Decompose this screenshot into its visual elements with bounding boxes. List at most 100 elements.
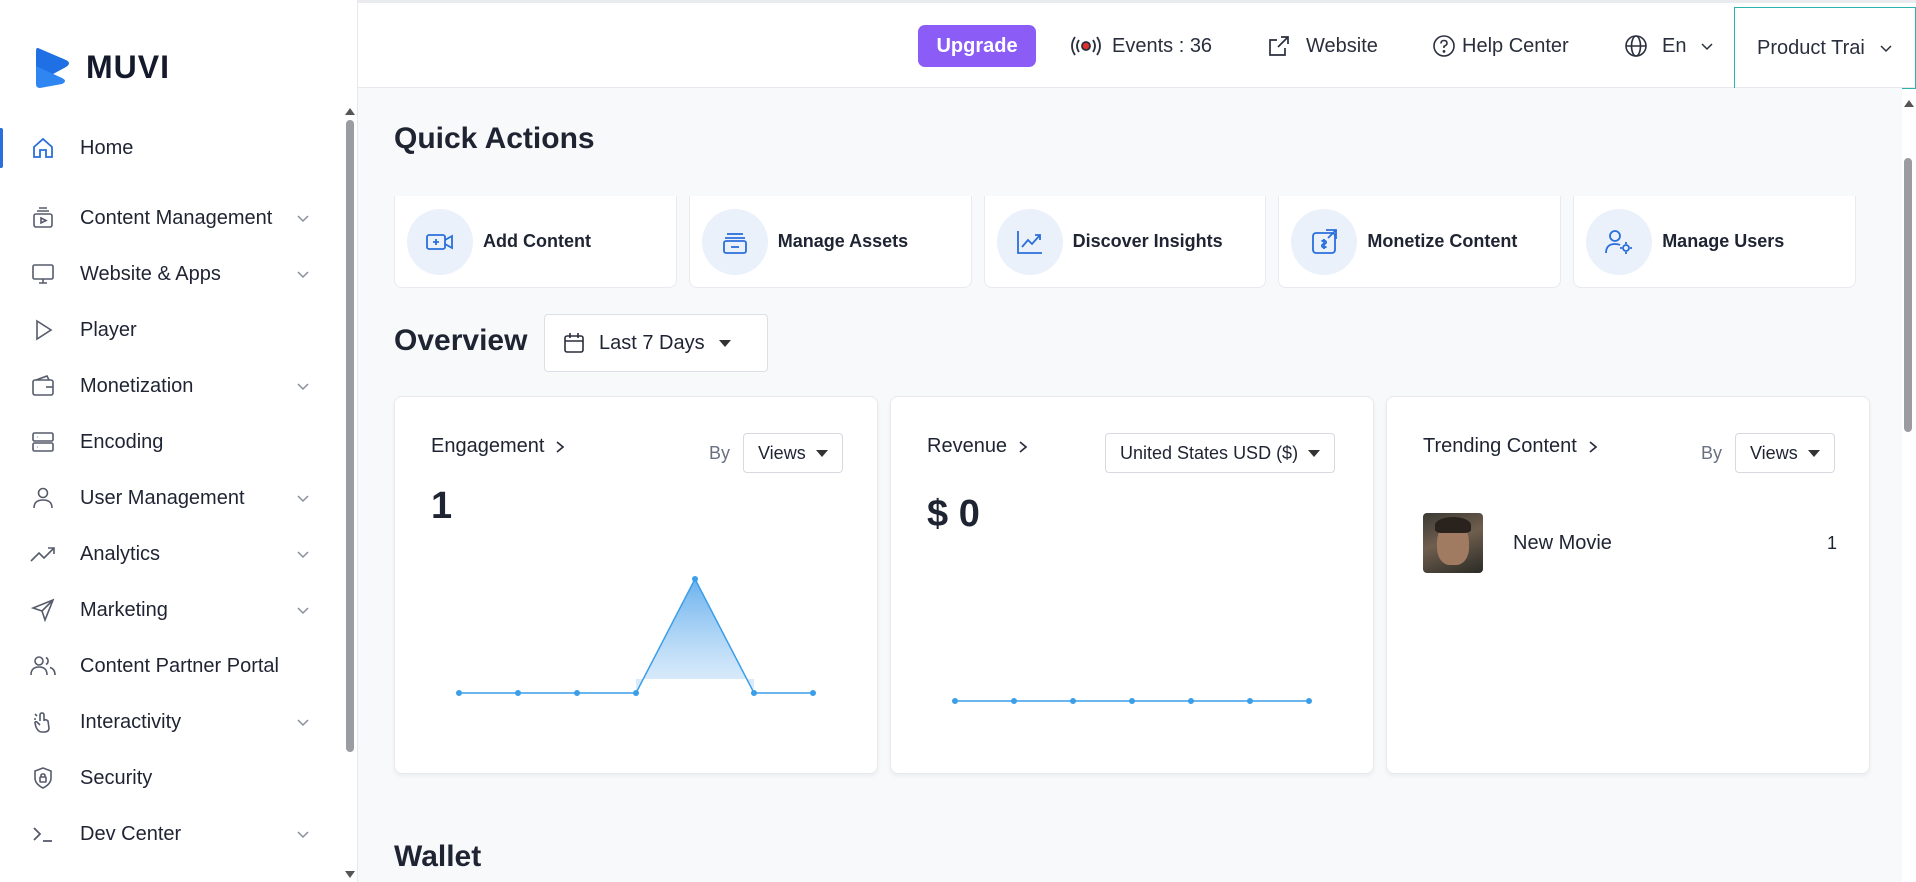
engagement-card: Engagement By Views 1 [394, 396, 878, 774]
user-icon [30, 485, 56, 511]
sidebar-item-analytics[interactable]: Analytics [0, 526, 340, 582]
date-range-label: Last 7 Days [599, 331, 705, 354]
sidebar-item-encoding[interactable]: Encoding [0, 414, 340, 470]
revenue-card: Revenue United States USD ($) $ 0 [890, 396, 1374, 774]
sidebar-item-content-partner-portal[interactable]: Content Partner Portal [0, 638, 340, 694]
sidebar: MUVI Home Content Management Website & A… [0, 0, 358, 882]
language-selector[interactable]: En [1624, 25, 1714, 67]
sidebar-item-label: Home [80, 136, 134, 159]
chart-data-point [1011, 698, 1017, 704]
quick-action-manage-assets[interactable]: Manage Assets [688, 196, 972, 288]
engagement-title: Engagement [431, 435, 545, 457]
muvi-logo[interactable]: MUVI [32, 44, 170, 90]
calendar-icon [564, 333, 584, 353]
chart-data-point [515, 690, 521, 696]
trending-title: Trending Content [1423, 435, 1577, 457]
thumbnail-hair [1435, 517, 1471, 533]
chart-data-point [751, 690, 757, 696]
help-center-link[interactable]: Help Center [1432, 25, 1569, 67]
scroll-down-arrow[interactable] [345, 871, 355, 878]
caret-down-icon [718, 339, 731, 347]
main-scroll-up-arrow[interactable] [1904, 100, 1914, 107]
send-icon [30, 597, 56, 623]
sidebar-item-user-management[interactable]: User Management [0, 470, 340, 526]
chevron-right-icon [556, 440, 565, 453]
chevron-right-icon [1589, 440, 1598, 453]
chart-data-point [1247, 698, 1253, 704]
website-label: Website [1306, 34, 1378, 57]
sidebar-item-label: Security [80, 766, 153, 789]
caret-down-icon [815, 449, 828, 457]
quick-action-label: Add Content [483, 231, 591, 251]
chart-series-line [459, 577, 813, 694]
events-button[interactable]: Events : 36 [1070, 25, 1212, 67]
broadcast-icon [1071, 36, 1101, 56]
sidebar-item-label: Monetization [80, 374, 194, 397]
scroll-up-arrow[interactable] [345, 108, 355, 115]
language-label: En [1662, 34, 1687, 57]
sidebar-item-player[interactable]: Player [0, 302, 340, 358]
quick-action-monetize-content[interactable]: Monetize Content [1278, 196, 1562, 288]
sidebar-item-label: Interactivity [80, 710, 182, 733]
currency-select[interactable]: United States USD ($) [1105, 433, 1336, 473]
quick-actions-title: Quick Actions [394, 122, 595, 155]
home-icon [30, 135, 56, 161]
muvi-logo-icon [36, 47, 69, 88]
sidebar-item-dev-center[interactable]: Dev Center [0, 806, 340, 862]
trending-title-link[interactable]: Trending Content [1423, 435, 1599, 458]
chart-data-point [1188, 698, 1194, 704]
chart-data-point [1129, 698, 1135, 704]
date-range-dropdown[interactable]: Last 7 Days [544, 314, 768, 372]
product-dropdown[interactable]: Product Trai [1734, 7, 1916, 89]
engagement-title-link[interactable]: Engagement [431, 435, 566, 458]
quick-action-manage-users[interactable]: Manage Users [1573, 196, 1856, 288]
sidebar-item-monetization[interactable]: Monetization [0, 358, 340, 414]
sidebar-item-label: Marketing [80, 598, 168, 621]
main-scrollbar[interactable] [1904, 158, 1912, 432]
manage-users-icon [1586, 208, 1653, 275]
chart-data-point [456, 690, 462, 696]
upgrade-button[interactable]: Upgrade [918, 25, 1036, 67]
add-video-icon [407, 208, 473, 275]
revenue-title-link[interactable]: Revenue [927, 435, 1029, 458]
sidebar-item-label: Encoding [80, 430, 164, 453]
chart-area-fill [636, 579, 754, 693]
monitor-icon [30, 261, 56, 287]
sidebar-nav: Home Content Management Website & Apps P… [0, 120, 340, 862]
sidebar-scrollbar[interactable] [346, 120, 354, 752]
sidebar-item-interactivity[interactable]: Interactivity [0, 694, 340, 750]
by-label: By [1701, 443, 1723, 463]
engagement-metric-select[interactable]: Views [743, 433, 843, 473]
server-icon [30, 429, 56, 455]
trend-icon [30, 541, 56, 567]
terminal-icon [30, 821, 56, 847]
sidebar-item-website-apps[interactable]: Website & Apps [0, 246, 340, 302]
chevron-down-icon [297, 831, 309, 839]
sidebar-item-label: Player [80, 318, 137, 341]
content-management-icon [30, 205, 56, 231]
quick-action-discover-insights[interactable]: Discover Insights [983, 196, 1267, 288]
insights-icon [996, 208, 1063, 275]
website-link[interactable]: Website [1268, 25, 1378, 67]
caret-down-icon [1807, 449, 1820, 457]
trending-metric-select[interactable]: Views [1735, 433, 1835, 473]
assets-icon [701, 208, 768, 275]
sidebar-item-security[interactable]: Security [0, 750, 340, 806]
trending-item[interactable]: New Movie 1 [1423, 513, 1837, 573]
sidebar-item-marketing[interactable]: Marketing [0, 582, 340, 638]
quick-action-label: Monetize Content [1367, 231, 1518, 251]
revenue-title: Revenue [927, 435, 1008, 457]
sidebar-item-label: Dev Center [80, 822, 182, 845]
monetize-icon [1291, 208, 1358, 275]
sidebar-item-content-management[interactable]: Content Management [0, 190, 340, 246]
revenue-chart [952, 698, 1312, 704]
globe-icon [1625, 35, 1647, 57]
sidebar-item-label: Website & Apps [80, 262, 221, 285]
chart-data-point [574, 690, 580, 696]
sidebar-item-home[interactable]: Home [0, 120, 340, 176]
quick-action-add-content[interactable]: Add Content [394, 196, 677, 288]
chevron-down-icon [297, 383, 309, 391]
chevron-down-icon [297, 719, 309, 727]
chart-data-point [692, 576, 698, 582]
chart-data-point [952, 698, 958, 704]
